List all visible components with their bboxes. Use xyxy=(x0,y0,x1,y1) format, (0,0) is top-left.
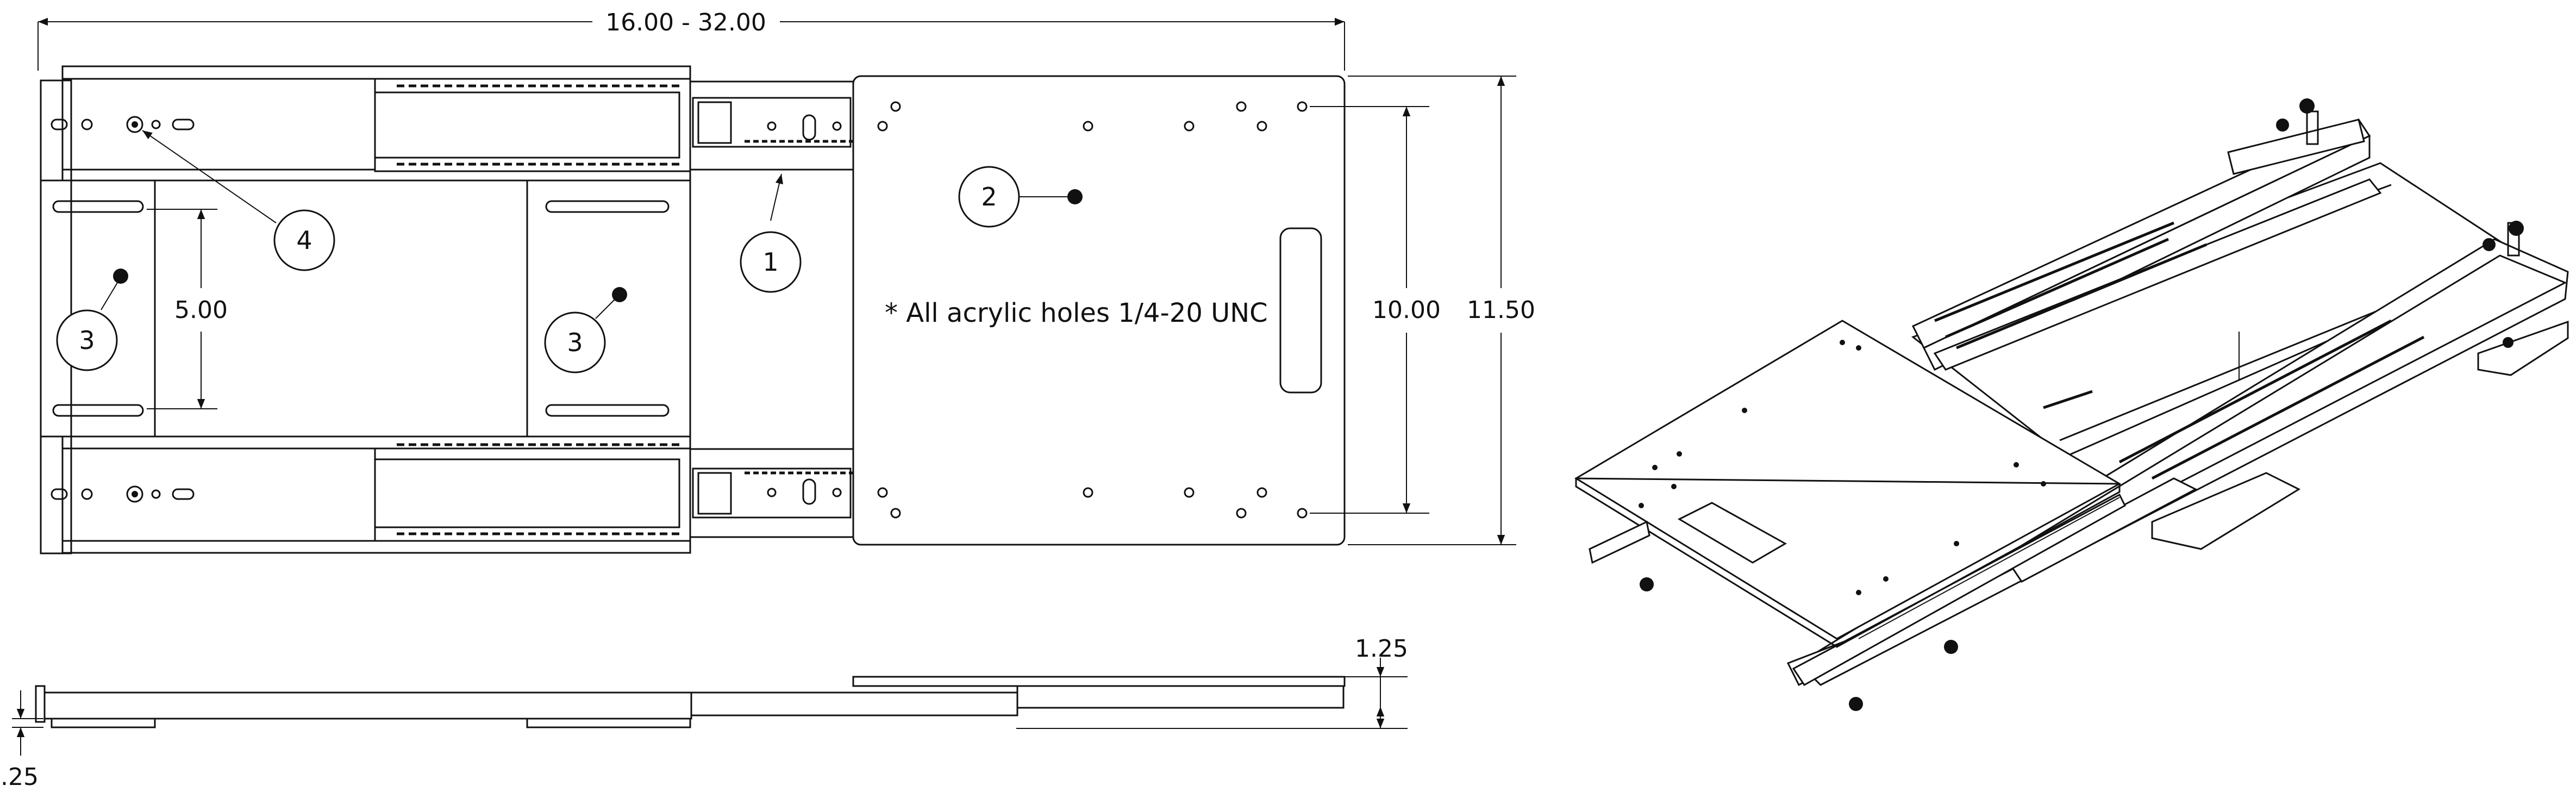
iso-foot-right xyxy=(2477,320,2569,376)
callout-4-label: 4 xyxy=(296,226,312,255)
iso-plate-handle xyxy=(1677,502,1787,564)
acrylic-plate: * All acrylic holes 1/4-20 UNC xyxy=(852,75,1346,546)
base-frame xyxy=(40,65,691,554)
dimension-inner-width: 5.00 xyxy=(147,209,228,409)
hole-spacing-label: 10.00 xyxy=(1372,296,1441,324)
bottom-thickness-label: .25 xyxy=(1,763,39,791)
overall-length-label: 16.00 - 32.00 xyxy=(605,9,766,36)
callout-1: 1 xyxy=(740,173,802,293)
dimension-side-height: 1.25 xyxy=(1016,635,1408,729)
callout-2-label: 2 xyxy=(981,182,997,211)
callout-2: 2 xyxy=(958,166,1083,228)
side-height-label: 1.25 xyxy=(1355,635,1408,663)
callout-1-label: 1 xyxy=(762,247,778,277)
dimension-hole-spacing: 10.00 xyxy=(1310,106,1441,514)
iso-plate-holes xyxy=(1639,340,2046,595)
callout-3-right: 3 xyxy=(544,287,627,373)
callout-3-right-label: 3 xyxy=(567,328,583,357)
inner-width-label: 5.00 xyxy=(174,296,228,324)
dimension-overall-width: 11.50 xyxy=(1348,76,1535,545)
top-view: 16.00 - 32.00 xyxy=(37,9,1535,554)
isometric-view xyxy=(1574,98,2569,711)
iso-foot-center xyxy=(2151,472,2301,550)
drawer-slides xyxy=(374,78,854,542)
side-view: 1.25 .25 xyxy=(1,635,1408,791)
iso-screws xyxy=(1640,98,2524,711)
dimension-bottom-thickness: .25 xyxy=(1,690,43,791)
acrylic-note: * All acrylic holes 1/4-20 UNC xyxy=(885,298,1268,328)
overall-width-label: 11.50 xyxy=(1467,296,1535,324)
callout-3-left-label: 3 xyxy=(79,326,95,355)
callout-3-left: 3 xyxy=(56,269,128,371)
dimension-overall-length: 16.00 - 32.00 xyxy=(37,9,1345,71)
callout-4: 4 xyxy=(142,130,335,271)
